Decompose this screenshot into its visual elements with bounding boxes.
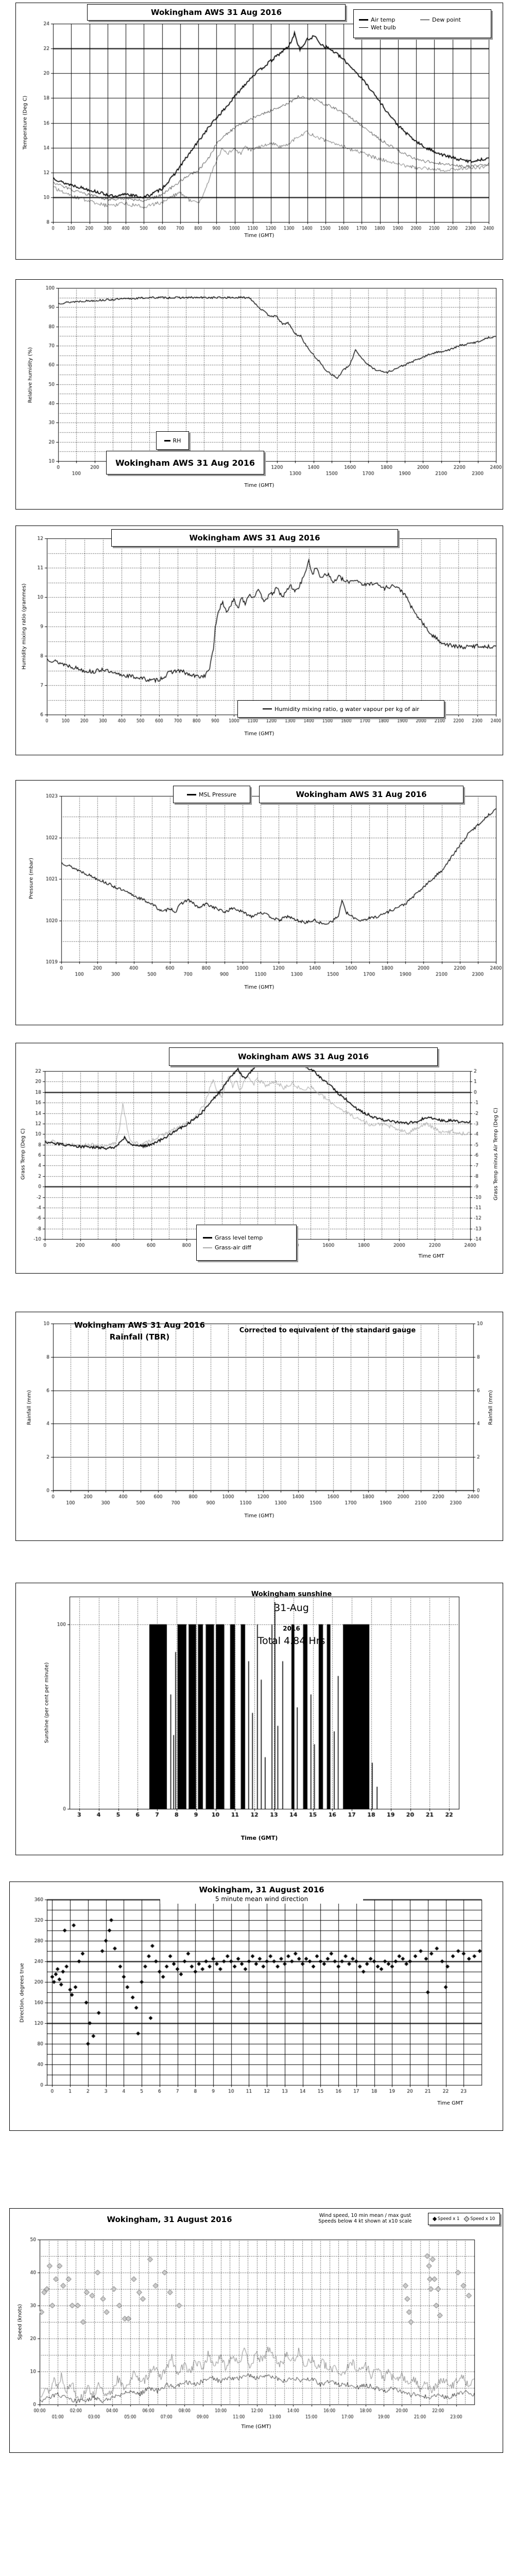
pressure-x-axis-label: Time (GMT) bbox=[244, 985, 274, 990]
pressure-title-text: Wokingham AWS 31 Aug 2016 bbox=[296, 790, 427, 799]
legend-label: Humidity mixing ratio, g water vapour pe… bbox=[274, 705, 419, 713]
mixing-ratio-title: Wokingham AWS 31 Aug 2016 bbox=[111, 529, 398, 547]
legend-label: RH bbox=[173, 437, 181, 444]
legend-item-grass-level-temp: Grass level temp bbox=[203, 1234, 263, 1241]
mixing-ratio-legend: Humidity mixing ratio, g water vapour pe… bbox=[237, 700, 444, 718]
legend-label: Speed x 10 bbox=[470, 2216, 495, 2222]
humidity-chart-canvas bbox=[16, 280, 503, 509]
sunshine-total: Total 4.84 Hrs bbox=[258, 1635, 325, 1647]
mixing-ratio-x-axis-label: Time (GMT) bbox=[244, 731, 274, 737]
legend-item-speed-x1: Speed x 1 bbox=[432, 2216, 460, 2222]
legend-item-mixing-ratio: Humidity mixing ratio, g water vapour pe… bbox=[263, 706, 419, 713]
grass-temp-title-text: Wokingham AWS 31 Aug 2016 bbox=[237, 1052, 369, 1061]
gray-diamond-icon bbox=[464, 2216, 470, 2222]
legend-label: Grass-air diff bbox=[215, 1244, 251, 1251]
temperature-chart-canvas bbox=[16, 3, 503, 259]
legend-label: Grass level temp bbox=[215, 1234, 263, 1241]
air-temp-line-icon bbox=[359, 19, 368, 21]
sunshine-chart-canvas bbox=[16, 1583, 503, 1855]
wind-direction-title-block: Wokingham, 31 August 2016 5 minute mean … bbox=[160, 1884, 363, 1904]
wind-direction-title: Wokingham, 31 August 2016 bbox=[199, 1885, 324, 1894]
mixing-ratio-chart-canvas bbox=[16, 526, 503, 755]
mixing-ratio-panel: Wokingham AWS 31 Aug 2016 Humidity mixin… bbox=[15, 526, 503, 755]
pressure-line-icon bbox=[186, 793, 196, 795]
sunshine-y-axis-label: Sunshine (per cent per minute) bbox=[44, 1662, 50, 1743]
wind-speed-panel: Wokingham, 31 August 2016 Wind speed, 10… bbox=[9, 2208, 503, 2453]
legend-item-wet-bulb: Wet bulb bbox=[359, 24, 413, 31]
wind-speed-y-axis-label: Speed (knots) bbox=[17, 2304, 23, 2340]
legend-item-air-temp: Air temp bbox=[359, 16, 413, 23]
rainfall-x-axis-label: Time (GMT) bbox=[244, 1513, 274, 1519]
wind-direction-y-axis-label: Direction, degrees true bbox=[19, 1963, 25, 2023]
sunshine-year: 2016 bbox=[283, 1625, 300, 1632]
humidity-title-text: Wokingham AWS 31 Aug 2016 bbox=[115, 457, 255, 468]
grass-temp-y-axis-label: Grass Temp (Deg C) bbox=[20, 1128, 26, 1180]
sunshine-x-axis-label: Time (GMT) bbox=[241, 1835, 278, 1841]
wet-bulb-line-icon bbox=[359, 27, 368, 28]
grass-air-diff-y-axis-label: Grass Temp minus Air Temp (Deg C) bbox=[493, 1108, 499, 1200]
wind-speed-x-axis-label: Time (GMT) bbox=[241, 2424, 271, 2430]
mixing-ratio-title-text: Wokingham AWS 31 Aug 2016 bbox=[189, 533, 320, 543]
wind-direction-panel: Wokingham, 31 August 2016 5 minute mean … bbox=[9, 1882, 503, 2131]
rainfall-title-line1: Wokingham AWS 31 Aug 2016 bbox=[74, 1320, 205, 1330]
grass-air-diff-line-icon bbox=[203, 1247, 212, 1248]
rainfall-y-axis-label: Rainfall (mm) bbox=[26, 1390, 32, 1425]
grass-temp-x-axis-label: Time GMT bbox=[418, 1253, 444, 1259]
grass-temp-legend: Grass level temp Grass-air diff bbox=[196, 1225, 297, 1261]
humidity-x-axis-label: Time (GMT) bbox=[244, 483, 274, 488]
legend-item-speed-x10: Speed x 10 bbox=[464, 2216, 495, 2222]
temperature-title: Wokingham AWS 31 Aug 2016 bbox=[87, 4, 346, 21]
temperature-x-axis-label: Time (GMT) bbox=[244, 233, 274, 239]
temperature-title-text: Wokingham AWS 31 Aug 2016 bbox=[150, 8, 282, 17]
legend-label: Air temp bbox=[371, 16, 396, 23]
wind-direction-x-axis-label: Time GMT bbox=[437, 2100, 464, 2106]
legend-label: Dew point bbox=[432, 16, 461, 23]
rh-line-icon bbox=[164, 439, 170, 442]
humidity-panel: RH Wokingham AWS 31 Aug 2016 Relative hu… bbox=[15, 279, 503, 510]
wind-speed-title: Wokingham, 31 August 2016 bbox=[107, 2215, 232, 2224]
sunshine-title: Wokingham sunshine bbox=[251, 1590, 332, 1598]
sunshine-date: 31-Aug bbox=[274, 1602, 309, 1614]
wind-speed-note-line1: Wind speed, 10 min mean / max gust bbox=[319, 2213, 411, 2218]
wind-direction-chart-canvas bbox=[10, 1882, 503, 2130]
black-diamond-icon bbox=[432, 2216, 437, 2222]
legend-label: Speed x 1 bbox=[437, 2216, 460, 2222]
humidity-y-axis-label: Relative humidity (%) bbox=[27, 347, 33, 403]
rainfall-title-line2: Rainfall (TBR) bbox=[109, 1332, 170, 1342]
mixing-ratio-line-icon bbox=[263, 708, 272, 709]
pressure-legend: MSL Pressure bbox=[173, 786, 250, 803]
pressure-panel: MSL Pressure Wokingham AWS 31 Aug 2016 P… bbox=[15, 780, 503, 1025]
temperature-legend: Air temp Dew point Wet bulb bbox=[353, 9, 491, 38]
legend-item-grass-air-diff: Grass-air diff bbox=[203, 1244, 251, 1251]
humidity-title: Wokingham AWS 31 Aug 2016 bbox=[106, 451, 264, 474]
rainfall-correction-note: Corrected to equivalent of the standard … bbox=[239, 1327, 416, 1334]
sunshine-title-block: Wokingham sunshine 31-Aug 2016 Total 4.8… bbox=[217, 1590, 366, 1647]
legend-item-pressure: MSL Pressure bbox=[186, 791, 237, 798]
legend-item-rh: RH bbox=[164, 437, 181, 444]
legend-item-dew-point: Dew point bbox=[420, 16, 461, 23]
sunshine-panel: Wokingham sunshine 31-Aug 2016 Total 4.8… bbox=[15, 1583, 503, 1855]
temperature-panel: Wokingham AWS 31 Aug 2016 Air temp Dew p… bbox=[15, 3, 503, 260]
wind-speed-note-block: Wind speed, 10 min mean / max gust Speed… bbox=[303, 2213, 427, 2224]
rainfall-right-y-axis-label: Rainfall (mm) bbox=[488, 1390, 494, 1425]
wind-speed-chart-canvas bbox=[10, 2209, 503, 2452]
grass-temp-panel: Wokingham AWS 31 Aug 2016 Grass level te… bbox=[15, 1043, 503, 1274]
pressure-y-axis-label: Pressure (mbar) bbox=[28, 857, 35, 900]
wind-direction-subtitle: 5 minute mean wind direction bbox=[215, 1895, 308, 1903]
legend-label: Wet bulb bbox=[371, 24, 396, 31]
mixing-ratio-y-axis-label: Humidity mixing ratio (grammes) bbox=[21, 583, 27, 670]
grass-temp-line-icon bbox=[203, 1237, 212, 1239]
humidity-legend: RH bbox=[156, 431, 189, 450]
temperature-y-axis-label: Temperature (Deg C) bbox=[22, 95, 28, 150]
wind-speed-legend: Speed x 1 Speed x 10 bbox=[428, 2213, 500, 2225]
rainfall-chart-canvas bbox=[16, 1312, 503, 1540]
grass-temp-title: Wokingham AWS 31 Aug 2016 bbox=[169, 1047, 438, 1066]
rainfall-panel: Wokingham AWS 31 Aug 2016 Rainfall (TBR)… bbox=[15, 1312, 503, 1541]
wind-speed-note-line2: Speeds below 4 kt shown at x10 scale bbox=[318, 2218, 412, 2224]
pressure-chart-canvas bbox=[16, 781, 503, 1025]
rainfall-title: Wokingham AWS 31 Aug 2016 Rainfall (TBR) bbox=[70, 1319, 209, 1343]
pressure-title: Wokingham AWS 31 Aug 2016 bbox=[259, 786, 464, 803]
legend-label: MSL Pressure bbox=[198, 791, 237, 798]
